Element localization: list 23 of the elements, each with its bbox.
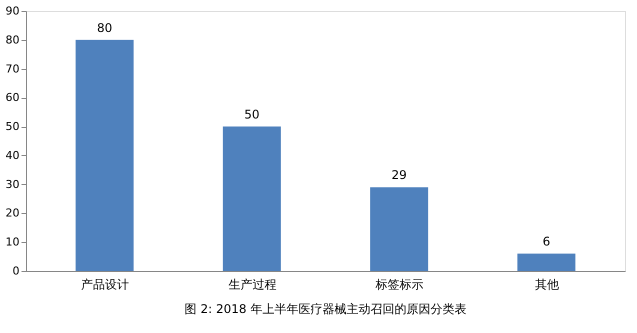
data-label: 50 (244, 108, 260, 122)
y-tick-label: 40 (6, 148, 20, 162)
bar (370, 187, 428, 271)
data-label: 6 (542, 234, 550, 249)
y-tick-label: 0 (12, 264, 20, 278)
x-tick-label: 产品设计 (81, 278, 130, 292)
y-tick-label: 80 (6, 33, 20, 46)
x-tick-label: 标签标示 (374, 278, 424, 292)
y-tick-label: 90 (6, 4, 20, 18)
bar (222, 126, 281, 271)
caption: 图 2: 2018 年上半年医疗器械主动召回的原因分类表 (184, 302, 466, 316)
y-tick-label: 10 (6, 236, 20, 249)
bar (517, 254, 576, 271)
x-tick-label: 生产过程 (228, 278, 276, 292)
x-tick-label: 其他 (534, 278, 559, 292)
data-label: 80 (96, 20, 112, 35)
data-label: 29 (391, 168, 407, 182)
y-tick-label: 20 (6, 206, 20, 220)
bar (76, 40, 134, 271)
y-tick-label: 60 (6, 91, 20, 104)
y-tick-label: 50 (6, 120, 20, 134)
y-tick-label: 70 (6, 62, 20, 76)
y-tick-label: 30 (6, 178, 20, 191)
